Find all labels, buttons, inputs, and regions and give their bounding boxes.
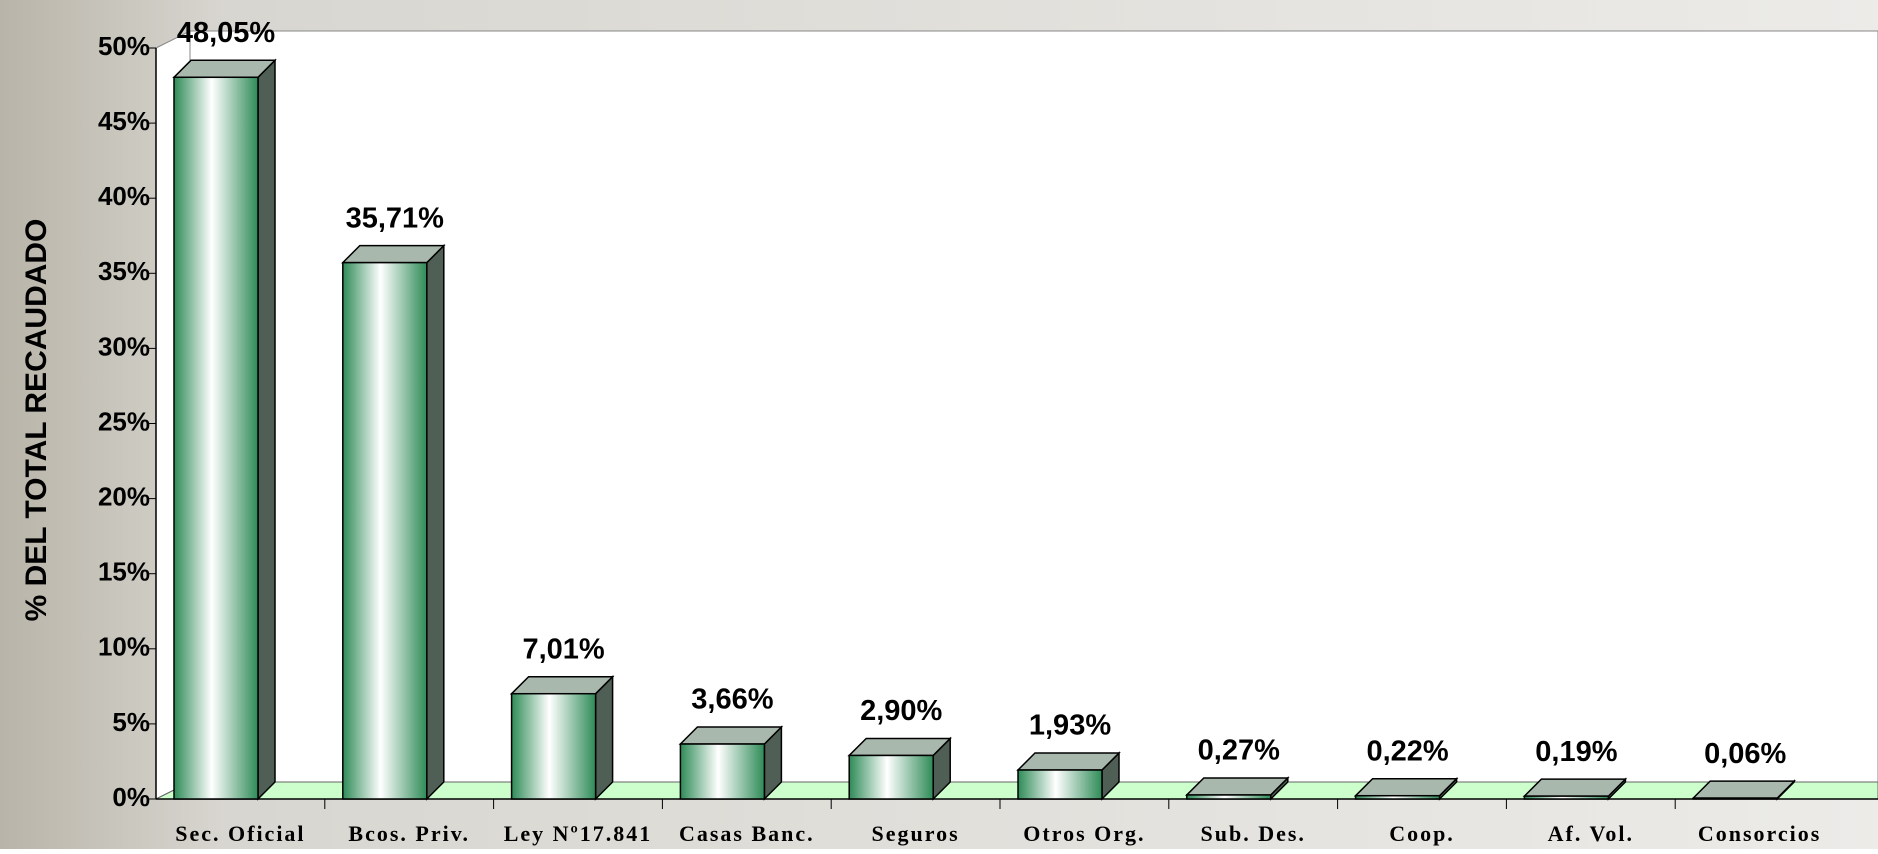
bar-top xyxy=(172,59,277,79)
x-tick-label: Bcos. Priv. xyxy=(348,821,470,846)
bar xyxy=(1354,794,1441,800)
value-label: 7,01% xyxy=(522,633,604,665)
value-label: 0,22% xyxy=(1366,735,1448,767)
bar xyxy=(848,754,934,800)
x-tick-label: Af. Vol. xyxy=(1548,821,1634,846)
x-tick-label: Consorcios xyxy=(1698,821,1822,846)
y-tick-label: 50% xyxy=(98,31,150,61)
x-tick-label: Casas Banc. xyxy=(679,821,815,846)
y-tick-label: 20% xyxy=(98,481,150,511)
y-tick-label: 15% xyxy=(98,557,150,587)
value-label: 2,90% xyxy=(860,695,942,727)
x-tick-label: Seguros xyxy=(872,821,960,846)
y-tick-label: 0% xyxy=(112,782,150,812)
value-label: 0,27% xyxy=(1198,735,1280,767)
y-tick-label: 25% xyxy=(98,406,150,436)
bar-side xyxy=(257,58,276,801)
bar xyxy=(1017,769,1103,800)
bar-top xyxy=(340,244,446,264)
bar-side xyxy=(426,243,445,801)
bar xyxy=(1692,797,1778,800)
value-label: 3,66% xyxy=(691,684,773,716)
x-tick-label: Ley Nº17.841 xyxy=(504,821,653,846)
value-label: 0,19% xyxy=(1535,736,1617,768)
x-tick-label: Sec. Oficial xyxy=(175,821,305,846)
bar-top xyxy=(847,737,953,757)
value-label: 0,06% xyxy=(1704,738,1786,770)
bar-top xyxy=(509,675,615,695)
y-tick-label: 45% xyxy=(98,106,150,136)
y-axis-label: % DEL TOTAL RECAUDADO xyxy=(20,219,53,622)
y-tick-label: 5% xyxy=(112,707,150,737)
y-tick-label: 40% xyxy=(98,181,150,211)
bar-top xyxy=(678,726,784,745)
bar xyxy=(342,261,428,800)
value-label: 35,71% xyxy=(346,202,445,234)
x-tick-label: Otros Org. xyxy=(1023,821,1145,846)
bar xyxy=(510,692,597,800)
bar-top xyxy=(1691,780,1797,799)
bar-top xyxy=(1016,752,1121,771)
bar-top xyxy=(1522,778,1628,797)
value-label: 48,05% xyxy=(177,17,276,49)
bar-top xyxy=(1184,777,1290,796)
y-tick-label: 10% xyxy=(98,632,150,662)
bar xyxy=(679,743,766,800)
y-tick-label: 35% xyxy=(98,256,150,286)
bar xyxy=(1186,794,1272,800)
bar-top xyxy=(1353,777,1459,797)
bar xyxy=(173,76,259,800)
x-tick-label: Coop. xyxy=(1389,821,1455,846)
value-label: 1,93% xyxy=(1029,710,1111,742)
y-tick-label: 30% xyxy=(98,331,150,361)
bar xyxy=(1523,795,1610,800)
x-tick-label: Sub. Des. xyxy=(1200,821,1305,846)
bar-side xyxy=(594,674,614,801)
